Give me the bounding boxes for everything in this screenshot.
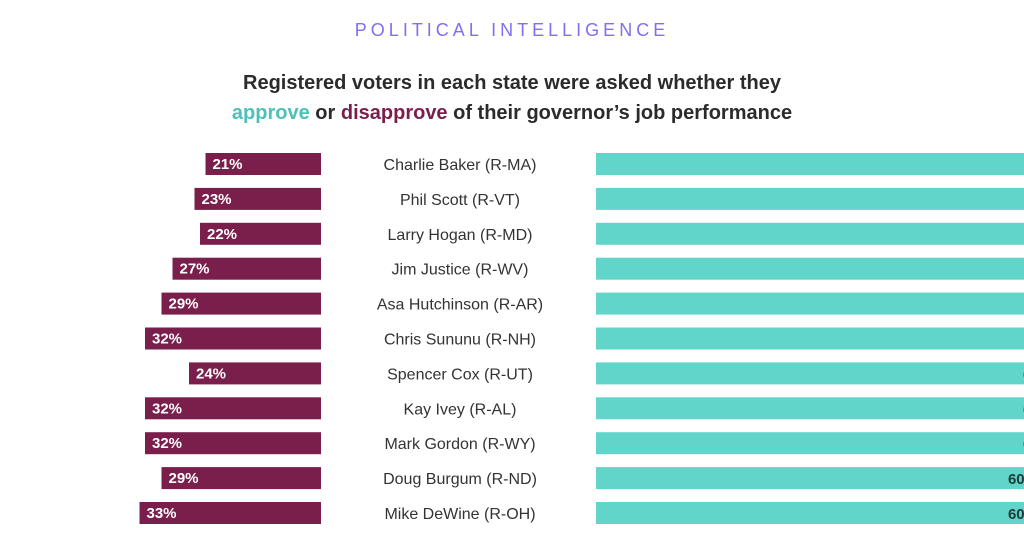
approve-value-label: 62% [1023, 401, 1024, 418]
governor-name: Mark Gordon (R-WY) [384, 436, 535, 453]
headline-rest: of their governor’s job performance [447, 102, 793, 124]
approve-bar [596, 362, 1024, 385]
governor-name: Kay Ivey (R-AL) [404, 401, 517, 418]
disapprove-value-label: 21% [213, 156, 243, 173]
approve-value-label: 62% [1023, 366, 1024, 383]
disapprove-value-label: 32% [152, 400, 182, 417]
governor-name: Mike DeWine (R-OH) [384, 506, 535, 523]
disapprove-value-label: 27% [180, 261, 210, 278]
governor-name: Larry Hogan (R-MD) [388, 227, 533, 244]
governor-name: Spencer Cox (R-UT) [387, 366, 533, 383]
disapprove-bar [145, 327, 321, 350]
approve-bar [596, 292, 1024, 315]
disapprove-word: disapprove [340, 102, 448, 124]
approve-value-label: 60% [1008, 506, 1024, 523]
disapprove-bar [161, 292, 321, 315]
approve-value-label: 62% [1023, 436, 1024, 453]
disapprove-bar [194, 187, 321, 210]
disapprove-bar [145, 432, 321, 455]
governor-name: Doug Burgum (R-ND) [383, 471, 537, 488]
approve-bar [596, 327, 1024, 350]
governor-name: Charlie Baker (R-MA) [384, 157, 537, 174]
disapprove-bar [161, 467, 321, 490]
headline: Registered voters in each state were ask… [0, 68, 1024, 128]
disapprove-value-label: 24% [196, 365, 226, 382]
approve-bar [596, 222, 1024, 245]
approve-bar [596, 397, 1024, 420]
disapprove-bar [145, 397, 321, 420]
disapprove-bar [139, 502, 321, 524]
disapprove-bar [172, 257, 321, 280]
governor-name: Phil Scott (R-VT) [400, 192, 520, 209]
disapprove-value-label: 32% [152, 435, 182, 452]
governor-name: Jim Justice (R-WV) [392, 262, 529, 279]
disapprove-value-label: 32% [152, 331, 182, 348]
headline-line-1: Registered voters in each state were ask… [243, 72, 781, 94]
approve-bar [596, 502, 1024, 524]
approve-word: approve [231, 102, 310, 124]
disapprove-value-label: 29% [169, 470, 199, 487]
approve-bar [596, 432, 1024, 455]
disapprove-bar [205, 153, 321, 175]
eyebrow-title: POLITICAL INTELLIGENCE [354, 20, 670, 40]
disapprove-value-label: 29% [169, 296, 199, 313]
disapprove-value-label: 33% [147, 505, 177, 522]
headline-line-2: approve or disapprove of their governor’… [0, 98, 1024, 128]
disapprove-bar [200, 222, 321, 245]
or-word: or [309, 102, 341, 124]
disapprove-value-label: 23% [202, 191, 232, 208]
approve-bar [596, 187, 1024, 210]
disapprove-value-label: 22% [207, 226, 237, 243]
governor-name: Chris Sununu (R-NH) [384, 332, 536, 349]
disapprove-bar [189, 362, 321, 385]
approve-value-label: 60% [1008, 471, 1024, 488]
governor-name: Asa Hutchinson (R-AR) [377, 297, 543, 314]
approve-bar [596, 257, 1024, 280]
approve-bar [596, 153, 1024, 175]
approve-bar [596, 467, 1024, 490]
